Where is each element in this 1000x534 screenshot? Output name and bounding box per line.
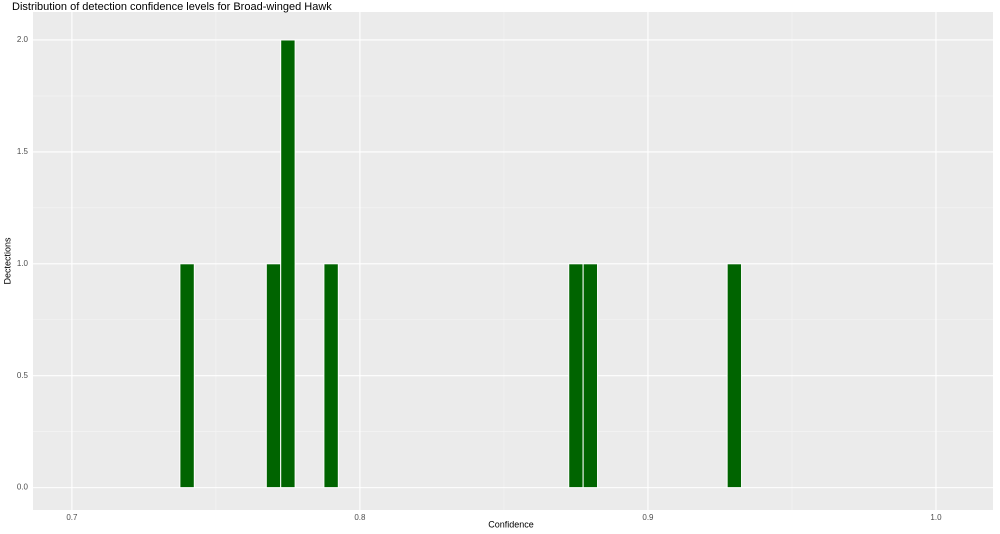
bar [179,263,195,489]
bar [582,263,599,489]
panel [33,12,993,510]
y-tick-label: 0.0 [17,483,29,492]
y-tick-label: 1.5 [17,147,29,156]
x-axis-title: Confidence [488,519,534,529]
bar [568,263,584,489]
bar [265,263,282,489]
y-axis-title: Dectections [2,237,12,285]
x-tick-label: 0.9 [642,513,654,522]
x-tick-label: 0.7 [66,513,78,522]
bar [323,263,339,489]
y-tick-label: 1.0 [17,259,29,268]
x-tick-label: 1.0 [930,513,942,522]
bar [726,263,743,489]
y-tick-label: 2.0 [17,35,29,44]
bar [280,39,296,489]
x-tick-label: 0.8 [354,513,366,522]
chart-title: Distribution of detection confidence lev… [12,1,332,13]
y-tick-label: 0.5 [17,371,29,380]
